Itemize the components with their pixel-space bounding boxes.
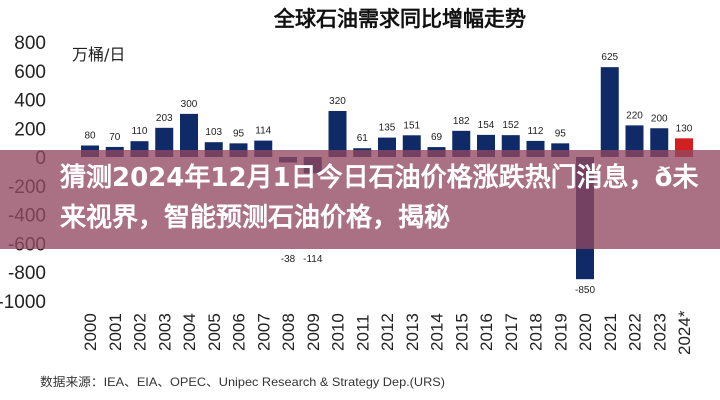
x-tick-label: 2004 [180,313,199,351]
x-tick-label: 2008 [279,313,298,351]
y-tick-label: -800 [8,263,46,284]
data-label: 625 [601,52,618,63]
y-tick-label: 800 [14,33,46,54]
data-label: -850 [575,285,595,296]
x-tick-label: 2016 [477,313,496,351]
x-tick-label: 2015 [452,313,471,351]
x-tick-label: 2003 [155,313,174,351]
data-label: 130 [676,123,693,134]
y-tick-label: 200 [14,119,46,140]
data-label: 300 [181,99,198,110]
x-tick-label: 2002 [131,313,150,351]
unit-label: 万桶/日 [72,45,125,64]
x-tick-label: 2005 [205,313,224,351]
data-label: 154 [478,120,495,131]
bar-2004 [180,113,198,157]
x-tick-label: 2019 [551,313,570,351]
data-label: 103 [205,127,222,138]
x-tick-label: 2017 [502,313,521,351]
chart-title: 全球石油需求同比增幅走势 [273,7,526,31]
x-tick-label: 2021 [601,313,620,351]
bar-2022 [625,125,644,157]
data-label: 112 [528,126,544,137]
source-note: 数据来源：IEA、EIA、OPEC、Unipec Research & Stra… [40,374,445,389]
x-tick-label: 2013 [403,313,422,351]
data-label: 220 [626,110,643,121]
data-label: 95 [555,128,567,139]
data-label: 114 [255,126,271,137]
y-tick-label: -1000 [0,292,46,313]
x-tick-label: 2022 [626,313,645,351]
x-tick-label: 2007 [254,313,273,351]
data-label: 70 [109,132,121,143]
data-label: 200 [651,113,668,124]
x-tick-label: 2011 [353,314,372,351]
x-tick-label: 2010 [329,313,348,351]
data-label: 320 [329,96,346,107]
bar-2021 [600,67,619,157]
y-tick-label: 600 [14,62,46,83]
headline-text: 猜测2024年12月1日今日石油价格涨跌热门消息，ð未来视界，智能预测石油价格，… [60,163,699,233]
data-label: 151 [403,120,420,131]
data-label: 110 [132,126,148,137]
x-tick-label: 2000 [81,313,100,351]
y-tick-label: 400 [14,91,46,112]
data-label: 135 [379,123,396,134]
x-tick-label: 2006 [230,313,249,351]
data-label: 152 [502,120,519,131]
data-label: 182 [453,116,470,127]
x-tick-label: 2023 [650,313,669,351]
x-tick-label: 2001 [106,313,125,351]
data-label: 61 [357,133,369,144]
data-label: 80 [84,131,96,142]
x-tick-label: 2012 [378,313,397,351]
data-label: 95 [233,128,245,139]
x-tick-label: 2018 [527,313,546,351]
data-label: 203 [156,113,173,124]
x-tick-label: 2014 [428,313,447,351]
x-tick-label: 2020 [576,313,595,351]
x-tick-label: 2009 [304,313,323,351]
x-tick-label: 2024* [675,310,694,355]
bar-2003 [155,127,174,157]
headline-banner: 猜测2024年12月1日今日石油价格涨跌热门消息，ð未来视界，智能预测石油价格，… [0,150,720,249]
bar-2023 [650,128,669,157]
bar-2010 [328,111,347,157]
data-label: 69 [431,132,443,143]
data-label: -38 [281,254,296,265]
data-label: -114 [303,254,323,265]
